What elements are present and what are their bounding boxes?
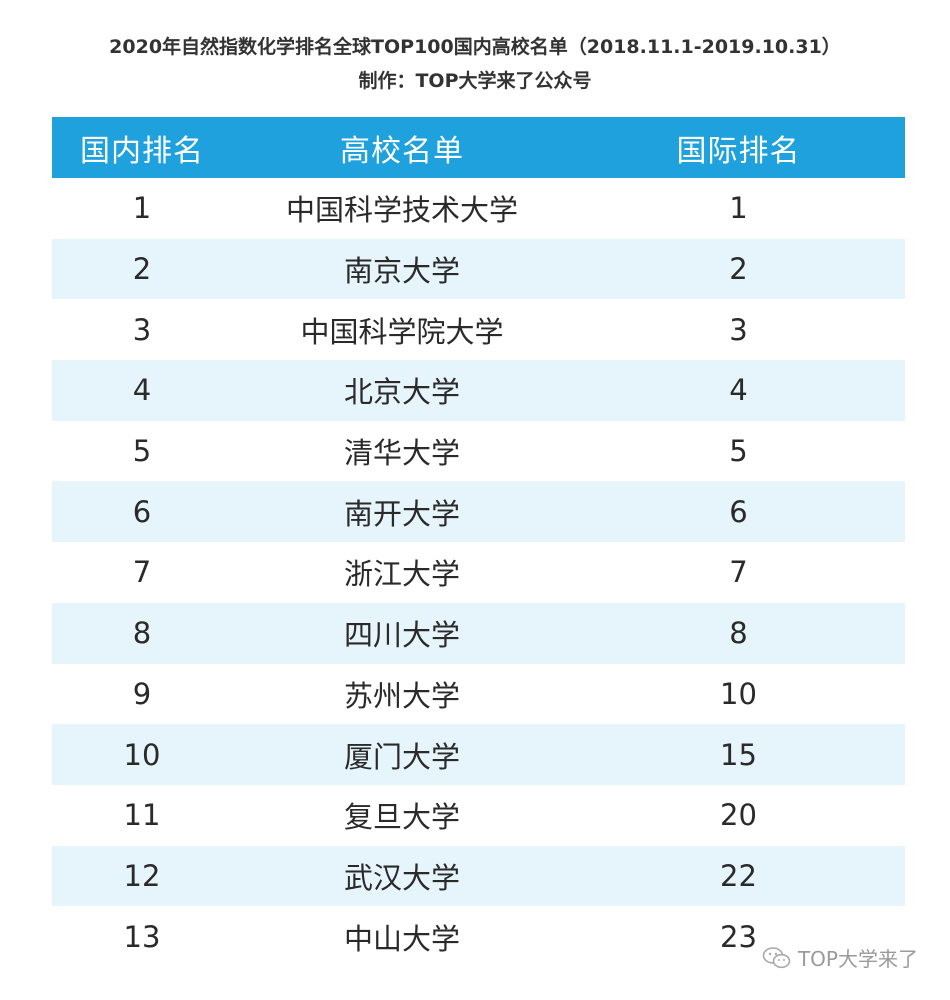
watermark-text: TOP大学来了: [797, 947, 918, 971]
watermark: TOP大学来了: [762, 943, 918, 972]
domestic-rank-cell: 2: [132, 252, 152, 287]
global-rank-cell: 5: [729, 434, 748, 469]
page-subtitle: 制作：TOP大学来了公众号: [358, 70, 592, 92]
university-name-cell: 苏州大学: [343, 678, 460, 713]
global-rank-cell: 7: [729, 555, 748, 590]
domestic-rank-cell: 3: [132, 312, 152, 347]
domestic-rank-cell: 4: [132, 373, 152, 408]
global-rank-cell: 4: [729, 373, 748, 408]
column-header-university: 高校名单: [340, 133, 464, 169]
global-rank-cell: 6: [729, 494, 748, 529]
table-row: 12 武汉大学 22: [52, 845, 905, 907]
university-name-cell: 浙江大学: [343, 557, 460, 592]
global-rank-cell: 1: [729, 191, 748, 226]
table-row: 9 苏州大学 10: [52, 664, 905, 725]
domestic-rank-cell: 7: [132, 555, 152, 590]
table-row: 5 清华大学 5: [52, 421, 905, 482]
table-header: 国内排名 高校名单 国际排名: [52, 117, 905, 178]
ranking-table: 国内排名 高校名单 国际排名 1 中国科学技术大学 1 2 南京大学 2 3 中国科学院大学 3…: [52, 117, 905, 967]
table-row: 10 厦门大学 15: [52, 724, 905, 785]
global-rank-cell: 3: [729, 312, 748, 347]
university-name-cell: 中国科学技术大学: [285, 193, 518, 228]
table-row: 7 浙江大学 7: [52, 542, 905, 603]
university-name-cell: 中国科学院大学: [300, 314, 504, 349]
domestic-rank-cell: 10: [123, 737, 161, 772]
global-rank-cell: 20: [720, 798, 757, 833]
column-header-global-rank: 国际排名: [676, 133, 801, 169]
table-row: 11 复旦大学 20: [52, 785, 905, 846]
university-name-cell: 四川大学: [343, 618, 460, 653]
table-row: 1 中国科学技术大学 1: [52, 178, 905, 239]
table-row: 2 南京大学 2: [52, 238, 905, 300]
university-name-cell: 复旦大学: [343, 800, 460, 835]
global-rank-cell: 15: [720, 737, 757, 772]
global-rank-cell: 2: [729, 252, 748, 287]
university-name-cell: 清华大学: [343, 436, 460, 471]
page-title: 2020年自然指数化学排名全球TOP100国内高校名单（2018.11.1-20…: [109, 36, 841, 58]
domestic-rank-cell: 13: [123, 919, 161, 954]
table-row: 3 中国科学院大学 3: [52, 299, 905, 360]
university-name-cell: 南京大学: [343, 254, 460, 289]
domestic-rank-cell: 11: [123, 798, 161, 833]
table-row: 13 中山大学 23: [52, 906, 905, 967]
domestic-rank-cell: 6: [132, 494, 152, 529]
domestic-rank-cell: 1: [132, 191, 152, 226]
university-name-cell: 中山大学: [343, 921, 460, 956]
university-name-cell: 武汉大学: [343, 860, 460, 895]
university-name-cell: 厦门大学: [343, 739, 460, 774]
table-row: 4 北京大学 4: [52, 360, 905, 421]
global-rank-cell: 8: [729, 616, 748, 651]
domestic-rank-cell: 12: [123, 858, 161, 893]
wechat-icon: [762, 946, 791, 968]
global-rank-cell: 23: [720, 919, 757, 954]
table-row: 8 四川大学 8: [52, 602, 905, 664]
domestic-rank-cell: 8: [132, 616, 152, 651]
domestic-rank-cell: 5: [132, 434, 152, 469]
column-header-domestic-rank: 国内排名: [80, 133, 204, 169]
table-row: 6 南开大学 6: [52, 481, 905, 543]
table-body: 1 中国科学技术大学 1 2 南京大学 2 3 中国科学院大学 3 4 北京大学 4 5 清华大学 5 6 南开…: [52, 178, 905, 967]
domestic-rank-cell: 9: [132, 676, 152, 711]
university-name-cell: 北京大学: [343, 375, 460, 410]
global-rank-cell: 10: [720, 676, 757, 711]
university-name-cell: 南开大学: [343, 496, 460, 531]
global-rank-cell: 22: [720, 858, 757, 893]
